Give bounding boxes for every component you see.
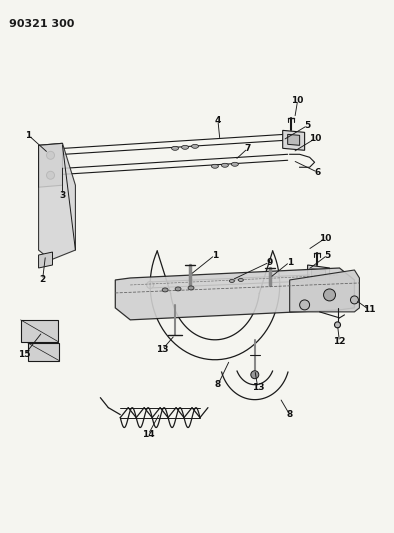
Circle shape <box>45 149 52 156</box>
Ellipse shape <box>229 279 234 282</box>
Text: 8: 8 <box>286 410 293 419</box>
Ellipse shape <box>212 164 218 168</box>
Text: 3: 3 <box>59 191 65 200</box>
Ellipse shape <box>188 286 194 290</box>
Circle shape <box>147 281 154 288</box>
Circle shape <box>335 322 340 328</box>
Text: 12: 12 <box>333 337 346 346</box>
Text: 1: 1 <box>26 131 32 140</box>
Text: 10: 10 <box>309 134 322 143</box>
Ellipse shape <box>231 162 238 166</box>
Text: 1: 1 <box>286 257 293 266</box>
Text: 4: 4 <box>215 116 221 125</box>
Text: 8: 8 <box>215 380 221 389</box>
Ellipse shape <box>182 146 189 149</box>
Text: 10: 10 <box>320 233 332 243</box>
Text: 7: 7 <box>245 144 251 153</box>
Text: 5: 5 <box>305 121 311 130</box>
Text: 6: 6 <box>314 168 321 177</box>
Ellipse shape <box>175 287 181 291</box>
Text: 2: 2 <box>39 276 46 285</box>
Text: 11: 11 <box>363 305 375 314</box>
Text: 13: 13 <box>156 345 168 354</box>
Circle shape <box>350 296 359 304</box>
Text: 1: 1 <box>212 251 218 260</box>
Circle shape <box>46 171 54 179</box>
Polygon shape <box>39 252 52 268</box>
Text: 5: 5 <box>324 251 331 260</box>
Text: 14: 14 <box>142 430 154 439</box>
Polygon shape <box>39 143 75 260</box>
Polygon shape <box>39 143 63 187</box>
Text: 9: 9 <box>267 257 273 266</box>
Polygon shape <box>312 269 325 281</box>
Text: 10: 10 <box>292 96 304 105</box>
Polygon shape <box>290 270 359 312</box>
Text: 13: 13 <box>251 383 264 392</box>
Polygon shape <box>115 268 355 320</box>
FancyBboxPatch shape <box>28 343 59 361</box>
Text: 90321 300: 90321 300 <box>9 19 74 29</box>
Polygon shape <box>308 265 329 286</box>
Ellipse shape <box>191 144 199 148</box>
Circle shape <box>299 300 310 310</box>
Circle shape <box>251 371 259 379</box>
Ellipse shape <box>172 147 178 150</box>
Circle shape <box>45 169 52 176</box>
Ellipse shape <box>162 288 168 292</box>
Text: 15: 15 <box>19 350 31 359</box>
Circle shape <box>323 289 336 301</box>
Polygon shape <box>283 131 305 150</box>
Circle shape <box>46 151 54 159</box>
Ellipse shape <box>221 163 229 167</box>
Polygon shape <box>288 134 299 146</box>
Ellipse shape <box>238 278 243 281</box>
FancyBboxPatch shape <box>20 320 58 342</box>
